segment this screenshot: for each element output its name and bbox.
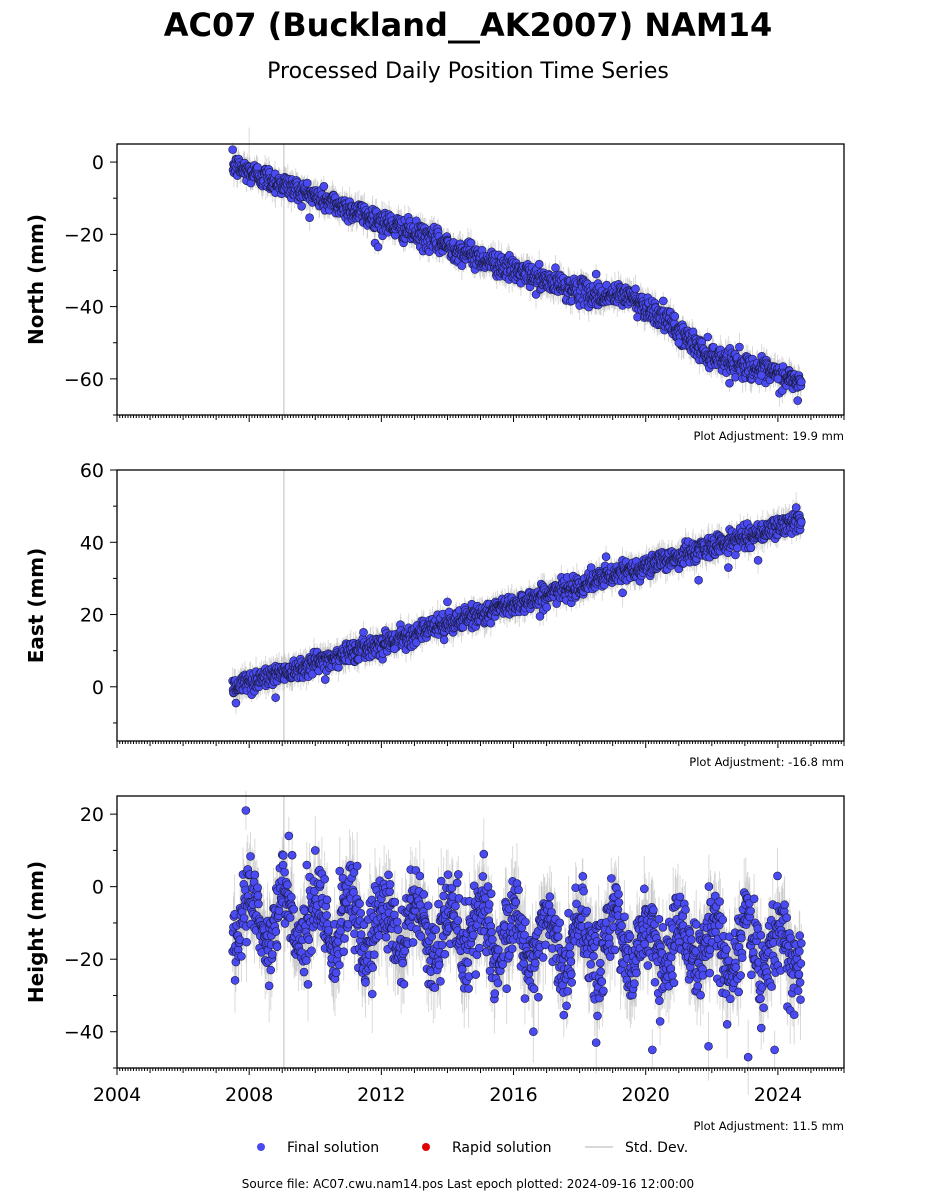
- data-point: [534, 259, 544, 269]
- final-solution-points: [228, 145, 806, 405]
- data-point: [359, 628, 368, 637]
- data-point: [659, 296, 668, 306]
- data-point: [466, 238, 476, 248]
- data-point: [797, 377, 806, 387]
- data-point: [297, 201, 306, 211]
- data-point: [457, 261, 467, 271]
- data-point: [373, 242, 383, 252]
- data-point: [591, 269, 601, 279]
- y-tick-label: −20: [64, 224, 104, 246]
- data-point: [305, 213, 314, 223]
- plot-adjustment: Plot Adjustment: 19.9 mm: [693, 429, 844, 443]
- data-point: [735, 342, 744, 352]
- chart-title: AC07 (Buckland__AK2007) NAM14: [164, 6, 773, 44]
- data-point: [793, 396, 803, 405]
- final-solution-points: [228, 503, 806, 708]
- y-tick-label: −40: [64, 297, 104, 319]
- data-point: [731, 372, 740, 382]
- data-point: [703, 332, 713, 342]
- data-point: [773, 374, 783, 384]
- panel-north: 0 −20 −40 −60 North (mm) Plot Adjustment: 19.…: [24, 127, 845, 443]
- panels: 0 −20 −40 −60 North (mm) Plot Adjustment: 19.…: [24, 127, 845, 1133]
- y-axis-label: North (mm): [24, 214, 48, 345]
- data-point: [551, 263, 560, 273]
- data-point: [670, 311, 680, 321]
- data-point: [725, 378, 734, 388]
- data-point: [228, 145, 237, 154]
- data-point: [319, 182, 329, 191]
- y-tick-label: −60: [64, 369, 104, 391]
- chart-subtitle: Processed Daily Position Time Series: [267, 59, 669, 84]
- data-point: [674, 338, 684, 348]
- y-tick-label: 0: [92, 152, 104, 174]
- data-point: [631, 284, 640, 294]
- data-point: [757, 370, 766, 380]
- data-point: [302, 178, 312, 188]
